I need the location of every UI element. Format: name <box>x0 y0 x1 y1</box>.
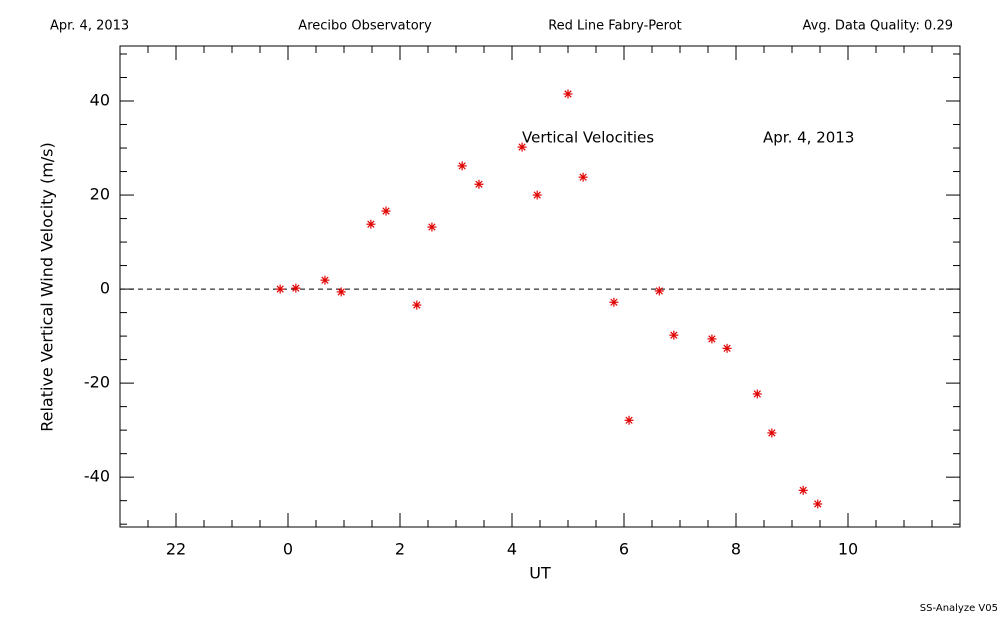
point-stroke <box>708 335 716 343</box>
point-stroke <box>723 344 731 352</box>
point <box>320 275 330 285</box>
y-tick-label: -40 <box>84 467 110 486</box>
footer: SS-Analyze V05 <box>920 603 998 614</box>
point <box>813 499 823 509</box>
y-tick-label: 40 <box>90 91 110 110</box>
x-tick-label: 6 <box>619 540 629 559</box>
point-stroke <box>670 331 678 339</box>
point <box>336 287 346 297</box>
x-axis-label: UT <box>529 564 551 583</box>
point <box>457 161 467 171</box>
point <box>767 428 777 438</box>
header-date: Apr. 4, 2013 <box>50 19 129 34</box>
point-stroke <box>337 288 345 296</box>
point-stroke <box>564 90 572 98</box>
point <box>474 179 484 189</box>
x-tick-label: 10 <box>838 540 858 559</box>
point-stroke <box>276 285 284 293</box>
point-stroke <box>367 220 375 228</box>
header-site: Arecibo Observatory <box>298 19 432 34</box>
point <box>366 219 376 229</box>
x-tick-label: 0 <box>283 540 293 559</box>
annotation: Vertical Velocities <box>522 129 654 147</box>
y-tick-label: 0 <box>100 279 110 298</box>
point-stroke <box>610 298 618 306</box>
point <box>722 343 732 353</box>
point <box>412 300 422 310</box>
point <box>654 286 664 296</box>
x-tick-label: 4 <box>507 540 517 559</box>
y-tick-label: -20 <box>84 373 110 392</box>
point <box>563 89 573 99</box>
x-tick-label: 8 <box>731 540 741 559</box>
point-stroke <box>321 276 329 284</box>
x-tick-label: 2 <box>395 540 405 559</box>
point <box>381 206 391 216</box>
y-tick-label: 20 <box>90 185 110 204</box>
point-stroke <box>579 173 587 181</box>
y-axis-label: Relative Vertical Wind Velocity (m/s) <box>38 142 57 432</box>
point <box>578 172 588 182</box>
point-stroke <box>428 223 436 231</box>
point-stroke <box>799 486 807 494</box>
header-quality: Avg. Data Quality: 0.29 <box>803 19 953 34</box>
point <box>609 297 619 307</box>
x-tick-label: 22 <box>166 540 186 559</box>
annotation: Apr. 4, 2013 <box>763 129 854 147</box>
header-instrument: Red Line Fabry-Perot <box>548 19 682 34</box>
point <box>624 415 634 425</box>
point-stroke <box>814 500 822 508</box>
point <box>517 142 527 152</box>
point-stroke <box>518 143 526 151</box>
plot-frame <box>119 45 961 528</box>
point <box>291 283 301 293</box>
point-stroke <box>655 287 663 295</box>
point <box>275 284 285 294</box>
point-stroke <box>292 284 300 292</box>
point <box>798 485 808 495</box>
point-stroke <box>768 429 776 437</box>
point-stroke <box>475 180 483 188</box>
point <box>669 330 679 340</box>
point-stroke <box>458 162 466 170</box>
point <box>427 222 437 232</box>
point-stroke <box>533 191 541 199</box>
point <box>752 389 762 399</box>
point-stroke <box>413 301 421 309</box>
point-stroke <box>625 416 633 424</box>
point <box>707 334 717 344</box>
point-stroke <box>382 207 390 215</box>
point <box>532 190 542 200</box>
point-stroke <box>753 390 761 398</box>
